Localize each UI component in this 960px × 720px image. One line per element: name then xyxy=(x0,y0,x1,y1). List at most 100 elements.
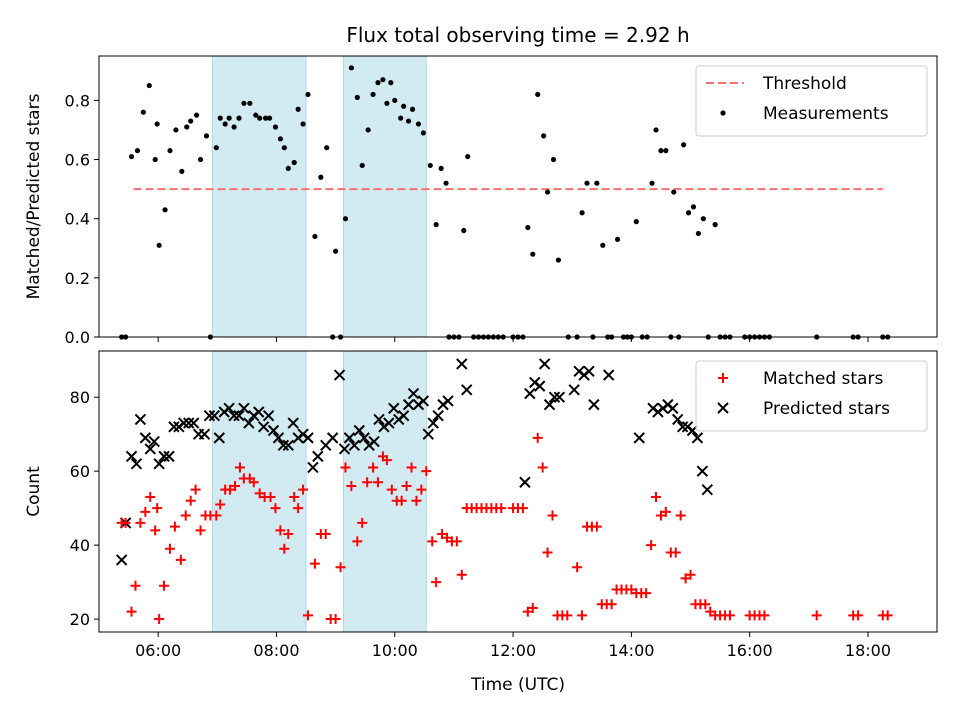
measurement-point xyxy=(241,100,247,106)
matched-star-marker xyxy=(685,569,696,580)
legend-box xyxy=(695,65,928,137)
matched-star-marker xyxy=(140,506,151,517)
measurement-point xyxy=(653,127,659,133)
measurement-point xyxy=(312,233,318,240)
measurement-point xyxy=(213,145,219,151)
predicted-star-marker xyxy=(183,417,195,429)
measurement-point xyxy=(156,242,162,248)
measurement-point xyxy=(427,162,433,169)
matched-star-marker xyxy=(532,432,543,443)
measurement-point xyxy=(409,106,416,112)
matched-star-marker xyxy=(811,610,822,621)
measurement-point xyxy=(384,100,390,106)
predicted-star-marker xyxy=(602,369,615,381)
x-tick-label: 12:00 xyxy=(490,641,536,660)
measurement-point xyxy=(300,121,306,127)
y-tick-label: 0.6 xyxy=(65,151,90,170)
matched-star-marker xyxy=(298,484,309,495)
predicted-star-marker xyxy=(144,443,156,455)
predicted-star-marker xyxy=(178,417,190,429)
measurement-point xyxy=(579,210,585,216)
measurement-point xyxy=(600,242,606,248)
predicted-star-marker xyxy=(548,391,561,403)
matched-star-marker xyxy=(675,510,686,521)
measurement-point xyxy=(217,115,223,121)
matched-star-marker xyxy=(396,495,407,506)
predicted-star-marker xyxy=(402,398,415,411)
predicted-star-marker xyxy=(422,428,434,440)
bottom-axes-frame xyxy=(98,350,938,633)
predicted-star-marker xyxy=(432,409,444,422)
figure-title: Flux total observing time = 2.92 h xyxy=(346,23,689,47)
measurement-point xyxy=(333,248,339,254)
measurement-point xyxy=(685,210,692,216)
matched-star-marker xyxy=(882,610,893,621)
top-y-ticks: 0.0 0.2 0.4 0.6 0.8 xyxy=(65,91,99,347)
predicted-star-marker xyxy=(343,432,356,444)
measurement-point xyxy=(318,174,324,180)
measurement-point xyxy=(398,115,404,121)
predicted-star-marker xyxy=(187,417,200,429)
y-tick-label: 0.4 xyxy=(65,210,90,229)
measurement-point xyxy=(281,145,287,151)
predicted-star-marker xyxy=(543,398,556,411)
matched-star-marker xyxy=(185,495,196,506)
y-tick-label: 0.2 xyxy=(65,269,90,288)
measurement-point xyxy=(695,230,702,237)
matched-star-marker xyxy=(401,480,412,491)
measurement-point xyxy=(194,112,200,118)
measurement-point xyxy=(203,133,210,139)
predicted-star-marker xyxy=(134,413,147,426)
predicted-star-marker xyxy=(125,450,138,463)
predicted-star-marker xyxy=(696,465,709,477)
matched-star-marker xyxy=(330,614,341,625)
predicted-star-marker xyxy=(568,384,580,396)
measurement-point xyxy=(415,121,422,127)
predicted-star-marker xyxy=(358,432,370,444)
matched-star-marker xyxy=(577,610,588,621)
legend-label: Threshold xyxy=(762,74,847,94)
measurement-point xyxy=(584,180,590,186)
matched-star-marker xyxy=(303,610,314,621)
legend-label: Matched stars xyxy=(763,369,883,389)
measurement-point xyxy=(197,156,204,163)
measurement-point xyxy=(663,148,669,154)
matched-star-marker xyxy=(120,517,131,528)
measurement-point xyxy=(295,106,301,112)
matched-star-marker xyxy=(320,529,331,540)
measurement-point xyxy=(179,168,185,174)
matched-star-marker xyxy=(279,543,290,554)
matched-star-marker xyxy=(145,492,156,503)
measurement-point xyxy=(380,77,386,83)
measurement-point xyxy=(128,153,135,160)
measurement-point xyxy=(342,216,349,222)
matched-star-marker xyxy=(248,477,259,488)
measurement-point xyxy=(266,115,273,121)
measurement-point xyxy=(291,159,297,166)
matched-star-marker xyxy=(169,521,180,532)
matched-star-marker xyxy=(651,492,662,503)
matched-star-marker xyxy=(309,558,320,569)
matched-star-marker xyxy=(759,610,770,621)
measurement-point xyxy=(272,124,279,130)
measurement-point xyxy=(712,222,718,228)
predicted-star-marker xyxy=(633,432,645,444)
measurement-point xyxy=(614,236,621,242)
bottom-y-ticks: 20 40 60 80 xyxy=(70,388,99,629)
matched-star-marker xyxy=(340,462,351,473)
predicted-star-marker xyxy=(153,458,165,470)
predicted-star-marker xyxy=(282,439,294,451)
top-legend: Threshold Measurements xyxy=(695,65,928,137)
matched-star-marker xyxy=(456,569,467,580)
predicted-star-markers xyxy=(115,358,713,566)
legend-matched-swatch xyxy=(718,373,728,383)
matched-star-marker xyxy=(381,455,392,466)
matched-star-marker xyxy=(215,499,226,510)
measurement-point xyxy=(305,91,311,98)
predicted-star-marker xyxy=(538,358,551,370)
matched-star-marker xyxy=(352,536,363,547)
measurement-point xyxy=(253,112,259,118)
matched-star-marker xyxy=(293,503,304,514)
predicted-star-marker xyxy=(130,458,143,470)
predicted-star-marker xyxy=(442,395,454,407)
